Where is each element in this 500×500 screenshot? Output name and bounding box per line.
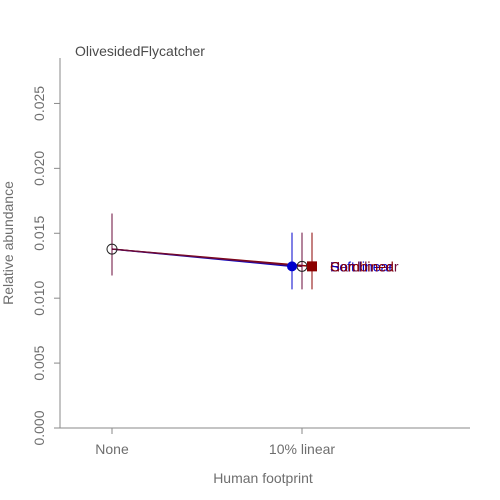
data-point: [307, 261, 317, 272]
x-tick-label: 10% linear: [269, 441, 335, 457]
y-tick-label: 0.025: [31, 86, 47, 121]
x-tick-label: None: [95, 441, 129, 457]
series-label: Combined: [330, 258, 394, 274]
y-tick-label: 0.020: [31, 151, 47, 186]
y-tick-label: 0.015: [31, 216, 47, 251]
series-label: Hard linear: [330, 258, 399, 274]
data-point: [106, 243, 118, 255]
y-axis-title: Relative abundance: [0, 181, 16, 305]
chart-title: OlivesidedFlycatcher: [75, 43, 205, 59]
y-tick-label: 0.000: [31, 410, 47, 445]
y-tick-label: 0.010: [31, 280, 47, 315]
x-axis-title: Human footprint: [213, 470, 313, 486]
y-ticks: 0.000 0.005 0.010 0.015 0.020 0.025: [31, 86, 60, 446]
y-tick-label: 0.005: [31, 345, 47, 380]
series-label: Soft linear: [330, 258, 393, 274]
x-ticks: None 10% linear: [95, 428, 335, 457]
data-point: [287, 261, 297, 272]
series-line-hard-linear: [111, 248, 303, 268]
data-marks: [106, 213, 317, 290]
